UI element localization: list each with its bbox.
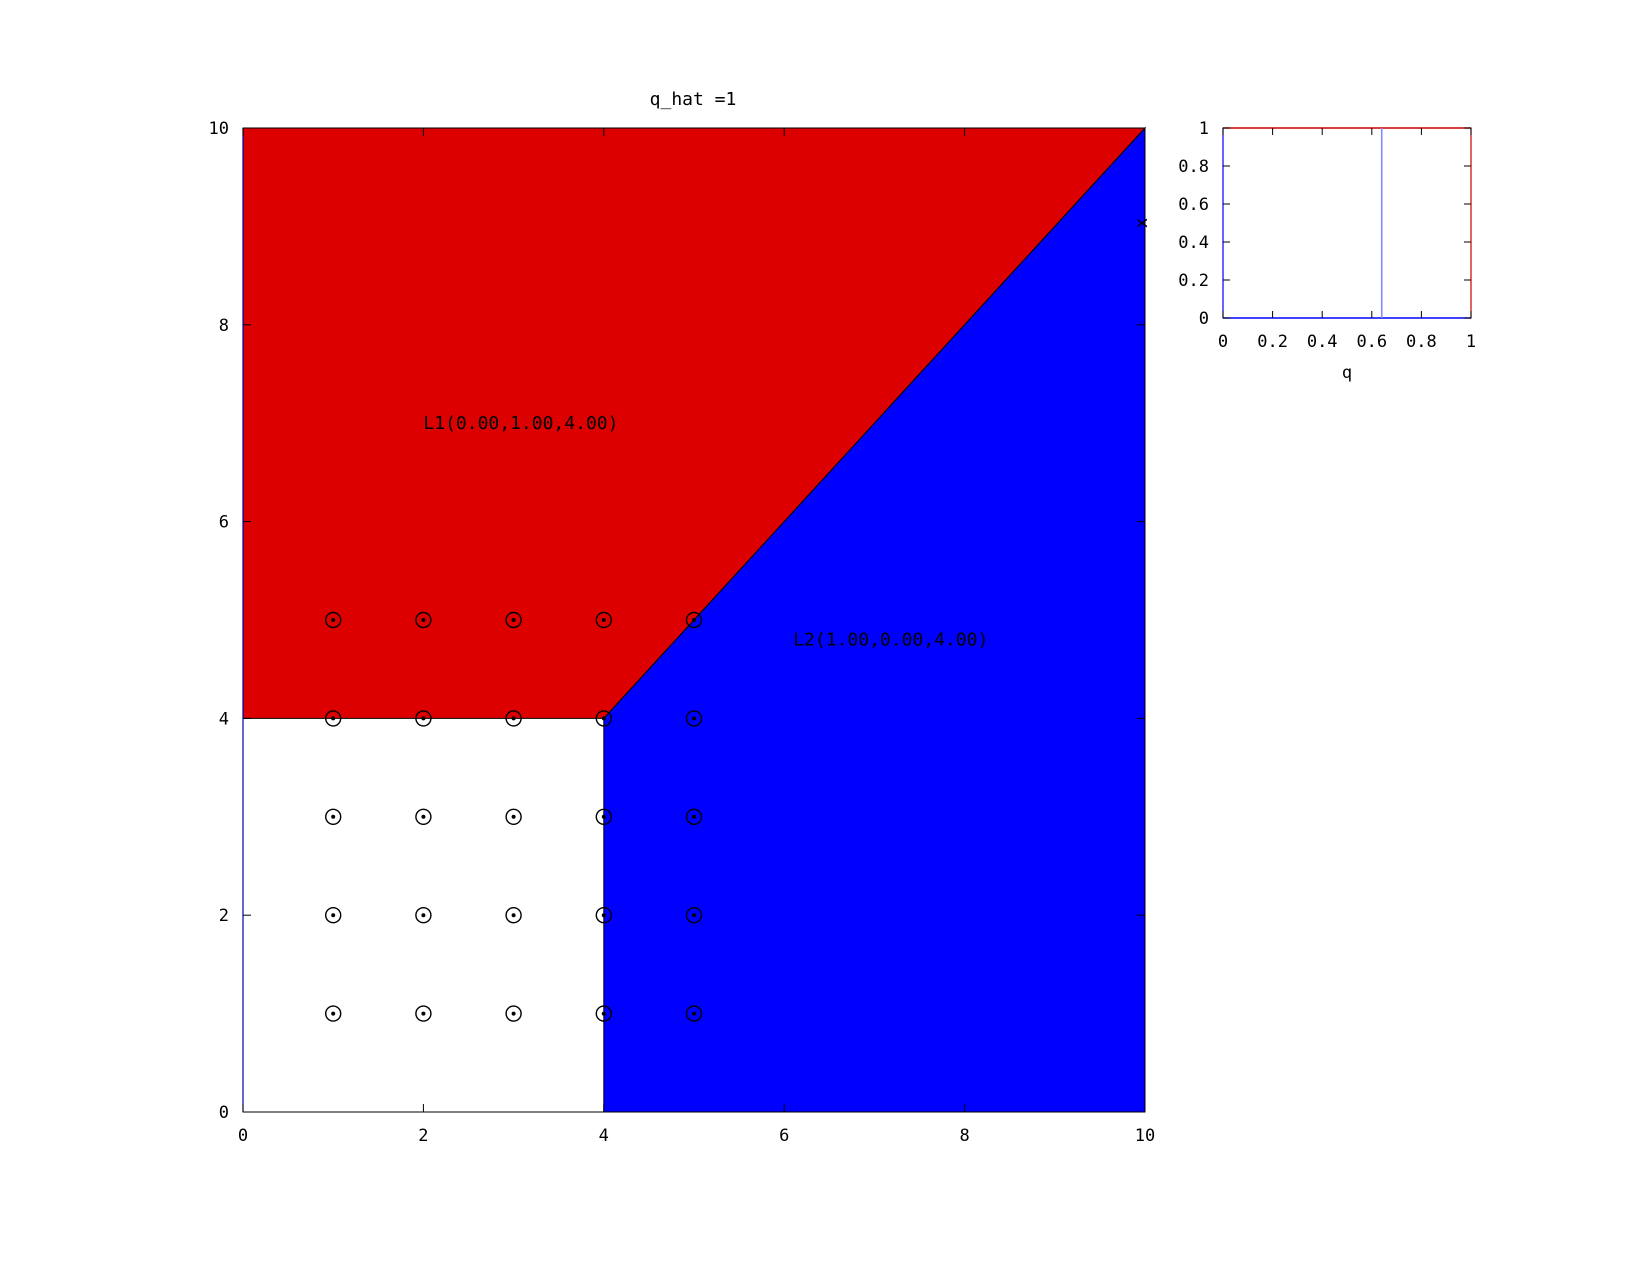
data-point-ring (685, 808, 703, 825)
data-point-dot (692, 1011, 696, 1016)
axes-layer: 0 2 4 6 8 10 0 2 4 6 8 10 (209, 119, 1156, 1146)
data-point-dot (421, 913, 426, 918)
inset-x-tick-label: 0.2 (1257, 332, 1288, 352)
data-point-ring (595, 808, 612, 825)
data-point-ring (505, 710, 522, 727)
inset-x-tick-label: 0.6 (1356, 332, 1387, 352)
data-point-dot (692, 618, 696, 622)
region-label-1: L1(0.00,1.00,4.00) (423, 413, 618, 434)
data-point-ring (505, 1005, 522, 1022)
data-point-ring (595, 1005, 612, 1022)
x-tick-label: 8 (959, 1126, 969, 1146)
data-point-dot (601, 1011, 606, 1016)
x-tick-label: 4 (599, 1126, 609, 1146)
data-point-ring (505, 808, 522, 825)
data-point-ring (325, 611, 342, 629)
data-point-dot (331, 913, 336, 918)
data-point-dot (331, 618, 336, 622)
data-point-dot (511, 618, 516, 622)
inset-x-tick-label: 0.8 (1406, 332, 1437, 352)
inset-y-tick-label: 0.6 (1178, 195, 1209, 215)
data-point-dot (692, 913, 696, 918)
x-tick-label: 10 (1135, 1126, 1155, 1146)
data-point-ring (685, 710, 703, 727)
data-point-dot (601, 913, 606, 918)
inset-y-axis-label: x (1132, 218, 1152, 228)
inset-y-tick-label: 0.2 (1178, 271, 1209, 291)
data-point-dot (511, 814, 516, 819)
data-point-dot (421, 1011, 426, 1016)
inset-frame (1222, 127, 1472, 319)
data-point-ring (685, 907, 703, 924)
inset-x-tick-label: 1 (1466, 332, 1476, 352)
data-point-dot (331, 1011, 336, 1016)
y-tick-label: 2 (219, 906, 229, 926)
inset-y-tick-label: 1 (1199, 119, 1209, 139)
x-tick-label: 0 (238, 1126, 248, 1146)
data-point-ring (415, 611, 432, 629)
data-point-ring (595, 611, 612, 629)
y-tick-label: 0 (219, 1103, 229, 1123)
data-point-ring (325, 1005, 342, 1022)
region-layer (242, 126, 1147, 1113)
data-point-dot (511, 1011, 516, 1016)
region-label-2: L2(1.00,0.00,4.00) (793, 630, 988, 651)
data-point-dot (511, 913, 516, 918)
inset-y-tick-label: 0 (1199, 309, 1209, 329)
inset-axes-layer: 0 0.2 0.4 0.6 0.8 1 0 0.2 0.4 0.6 0.8 1 (1178, 119, 1476, 352)
data-point-dot (421, 618, 426, 622)
point-layer (325, 611, 703, 1022)
data-point-ring (415, 808, 432, 825)
data-point-ring (595, 907, 612, 924)
inset-y-tick-label: 0.8 (1178, 157, 1209, 177)
data-point-dot (511, 716, 516, 721)
data-point-dot (601, 618, 606, 622)
inset-x-tick-label: 0.4 (1307, 332, 1338, 352)
region-label-layer: L1(0.00,1.00,4.00) L2(1.00,0.00,4.00) (423, 413, 988, 650)
data-point-dot (692, 814, 696, 819)
data-point-ring (415, 1005, 432, 1022)
data-point-ring (415, 907, 432, 924)
data-point-ring (505, 907, 522, 924)
data-point-dot (421, 814, 426, 819)
data-point-dot (601, 716, 606, 721)
data-point-ring (415, 710, 432, 727)
data-point-ring (325, 808, 342, 825)
data-point-dot (331, 814, 336, 819)
y-tick-label: 10 (209, 119, 229, 139)
data-point-ring (595, 710, 612, 727)
y-tick-label: 6 (219, 513, 229, 533)
data-point-dot (601, 814, 606, 819)
chart-title: q_hat =1 (650, 89, 737, 110)
inset-y-tick-label: 0.4 (1178, 233, 1209, 253)
data-point-ring (505, 611, 522, 629)
data-point-ring (325, 907, 342, 924)
inset-plot: 0 0.2 0.4 0.6 0.8 1 0 0.2 0.4 0.6 0.8 1 q x (1132, 119, 1476, 383)
data-point-dot (692, 716, 696, 721)
data-point-dot (331, 716, 336, 721)
inset-x-tick-label: 0 (1218, 332, 1228, 352)
data-point-ring (325, 710, 342, 727)
x-tick-label: 2 (418, 1126, 428, 1146)
y-tick-label: 4 (219, 709, 229, 729)
inset-x-axis-label: q (1342, 363, 1352, 383)
data-point-dot (421, 716, 426, 721)
main-plot: q_hat =1 0 2 4 6 8 10 0 2 4 6 8 10 L1(0.00,1.00,4.0… (209, 89, 1156, 1146)
data-point-ring (685, 1005, 703, 1022)
y-tick-label: 8 (219, 316, 229, 336)
x-tick-label: 6 (779, 1126, 789, 1146)
data-point-ring (685, 611, 703, 629)
